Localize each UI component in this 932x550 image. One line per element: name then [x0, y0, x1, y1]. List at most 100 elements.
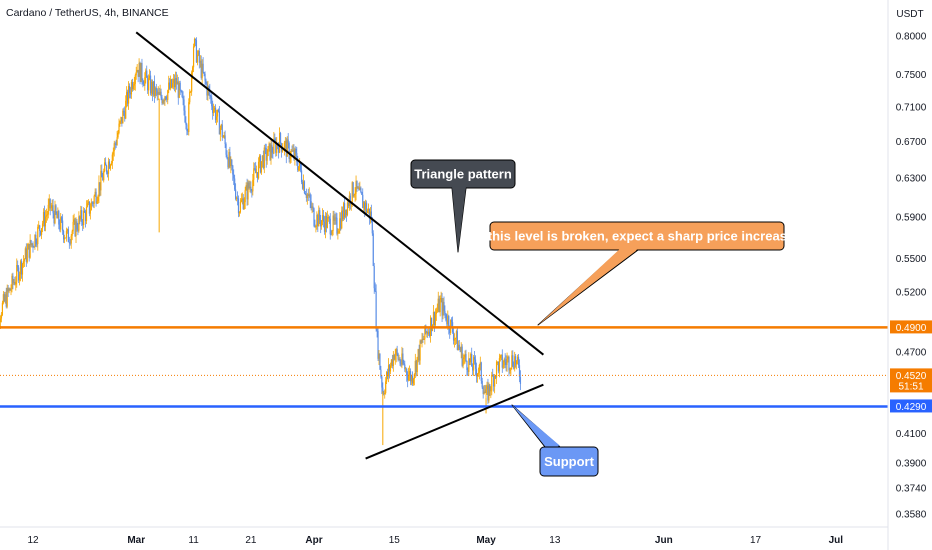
candle-body	[241, 198, 243, 201]
x-tick-label: 21	[245, 535, 257, 546]
candle-body	[294, 149, 296, 159]
upper-trendline[interactable]	[135, 31, 545, 356]
candles-layer	[0, 37, 522, 446]
candle-body	[368, 208, 371, 219]
candle-body	[240, 200, 242, 202]
candle-body	[135, 71, 137, 76]
candle-body	[359, 187, 361, 191]
support-callout[interactable]: Support	[511, 404, 599, 477]
candle-body	[489, 384, 491, 391]
candle-body	[287, 139, 289, 144]
candle-body	[295, 149, 297, 153]
breakout-callout-box	[489, 221, 785, 251]
candle-body	[415, 360, 417, 373]
candle-body	[378, 353, 380, 359]
candle-body	[105, 165, 108, 173]
breakout-callout-text: If this level is broken, expect a sharp …	[476, 229, 798, 244]
candle-body	[26, 249, 28, 262]
candle-body	[138, 62, 140, 77]
candle-body	[323, 221, 326, 232]
candle-body	[496, 361, 499, 363]
candle-body	[49, 198, 51, 209]
candle-body	[147, 77, 149, 91]
support-price-tag[interactable]: 0.4290	[890, 399, 932, 413]
candle-body	[235, 197, 238, 199]
candle-body	[242, 198, 244, 209]
candle-body	[401, 353, 403, 365]
candle-body	[255, 168, 257, 174]
x-tick-label: 13	[549, 535, 561, 546]
candle-body	[473, 357, 475, 371]
candle-body	[343, 203, 346, 217]
y-tick-label: 0.3900	[896, 459, 927, 470]
candle-body	[257, 161, 260, 179]
candle-body	[250, 186, 252, 191]
candle-body	[72, 221, 74, 232]
candle-body	[279, 133, 282, 144]
triangle-pattern-callout[interactable]: Triangle pattern	[410, 159, 516, 253]
resistance-price-tag[interactable]: 0.4900	[890, 320, 932, 334]
candle-body	[518, 365, 521, 378]
candle-body	[478, 364, 480, 373]
candle-body	[326, 217, 328, 228]
candle-body	[352, 182, 354, 197]
candle-body	[87, 201, 90, 204]
candle-body	[394, 355, 396, 360]
candle-body	[103, 171, 105, 181]
candle-body	[174, 78, 177, 88]
candle-body	[216, 109, 219, 117]
candle-body	[367, 208, 370, 211]
candle-body	[417, 349, 419, 358]
candle-body	[165, 96, 167, 100]
candle-body	[380, 369, 382, 377]
candle-body	[20, 261, 23, 275]
candle-body	[178, 82, 180, 98]
price-axis[interactable]: 0.8000 0.7500 0.7100 0.6700 0.6300 0.5900 0.55…	[896, 32, 927, 521]
candle-body	[512, 355, 514, 366]
candle-body	[244, 190, 246, 203]
candle-body	[75, 221, 77, 237]
candle-body	[258, 155, 261, 162]
time-axis[interactable]: 12 Mar 11 21 Apr 15 May 13 Jun 17 Jul	[27, 535, 843, 546]
candle-body	[333, 215, 335, 221]
candle-body	[248, 182, 250, 189]
candle-body	[317, 214, 319, 227]
candle-body	[77, 229, 79, 231]
candle-body	[402, 353, 404, 364]
candle-body	[408, 374, 410, 381]
candle-body	[446, 320, 448, 325]
candle-body	[301, 182, 304, 189]
x-tick-label: 11	[188, 535, 199, 546]
y-tick-label: 0.5500	[896, 254, 927, 265]
candle-body	[195, 40, 198, 63]
candle-body	[127, 86, 130, 104]
candle-body	[488, 384, 490, 401]
triangle-pattern-callout-text: Triangle pattern	[414, 167, 512, 182]
breakout-callout[interactable]: If this level is broken, expect a sharp …	[476, 221, 798, 326]
candle-body	[136, 69, 138, 72]
candle-body	[142, 80, 144, 84]
candle-body	[33, 246, 35, 248]
candle-body	[335, 217, 337, 219]
candle-body	[484, 391, 486, 394]
candle-body	[342, 210, 344, 219]
candle-body	[330, 234, 332, 236]
candle-body	[28, 243, 30, 258]
candle-body	[408, 371, 411, 375]
candle-body	[34, 234, 36, 248]
candle-body	[54, 205, 56, 224]
resistance-price-tag-text: 0.4900	[896, 323, 927, 334]
candle-body	[426, 331, 428, 333]
candle-body	[62, 220, 64, 231]
candle-body	[155, 87, 157, 91]
breakout-callout-tail-mask	[538, 248, 638, 325]
trendlines-layer	[135, 31, 545, 460]
lower-trendline[interactable]	[365, 383, 544, 460]
candle-body	[104, 162, 106, 172]
candle-body	[345, 209, 348, 215]
candle-body	[180, 90, 182, 92]
candle-body	[481, 380, 483, 388]
x-tick-label: Jul	[829, 535, 844, 546]
